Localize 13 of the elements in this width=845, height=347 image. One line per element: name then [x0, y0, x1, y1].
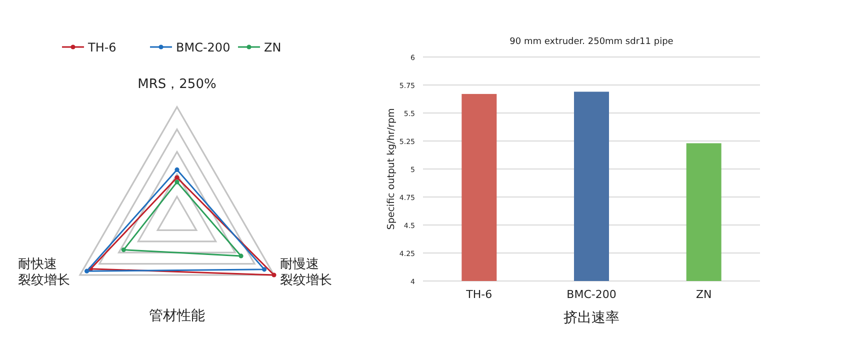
legend-label: ZN: [264, 40, 282, 54]
text: 管材性能: [148, 308, 206, 326]
legend-label: TH-6: [87, 40, 116, 54]
legend-label: BMC-200: [176, 40, 230, 54]
chart-title: 90 mm extruder. 250mm sdr11 pipe: [510, 37, 674, 47]
y-axis-title: Specific output kg/hr/rpm: [386, 108, 397, 230]
x-tick-label: TH-6: [465, 288, 492, 301]
spoke-label: 耐慢速裂纹增长: [280, 257, 333, 290]
spoke-label: 耐快速裂纹增长: [18, 257, 71, 290]
x-tick-label: ZN: [696, 288, 712, 301]
x-tick-label: BMC-200: [566, 288, 616, 301]
spoke-label: MRS，250%: [136, 77, 218, 94]
x-axis-title: 挤出速率: [562, 310, 620, 328]
